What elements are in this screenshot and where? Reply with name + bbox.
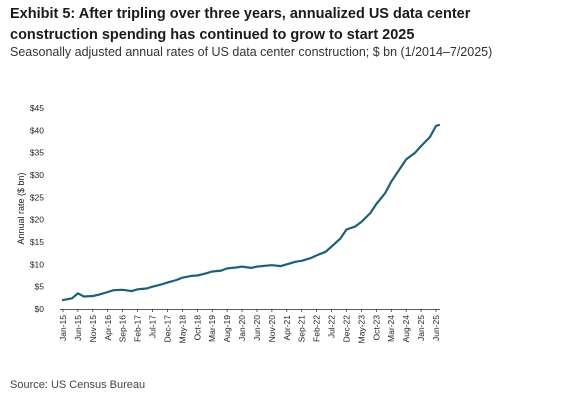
y-tick-label: $40 xyxy=(30,125,44,135)
x-tick-label: Jan-25 xyxy=(416,315,426,341)
x-tick-label: May-18 xyxy=(177,315,187,344)
y-tick-label: $35 xyxy=(30,148,44,158)
x-tick-label: Jun-20 xyxy=(252,315,262,341)
chart-subtitle: Seasonally adjusted annual rates of US d… xyxy=(10,45,493,59)
y-axis-label: Annual rate ($ bn) xyxy=(16,172,26,244)
y-tick-label: $0 xyxy=(35,304,45,314)
x-tick-label: Jun-25 xyxy=(431,315,441,341)
x-tick-label: Jul-22 xyxy=(327,315,337,338)
x-tick-label: Dec-22 xyxy=(341,315,351,343)
x-tick-label: Dec-17 xyxy=(162,315,172,343)
x-tick-label: Apr-21 xyxy=(282,315,292,341)
chart-title: Exhibit 5: After tripling over three yea… xyxy=(10,6,471,43)
x-tick-label: Mar-24 xyxy=(386,315,396,342)
x-tick-label: Oct-23 xyxy=(371,315,381,341)
x-tick-label: Sep-16 xyxy=(118,315,128,343)
y-tick-label: $25 xyxy=(30,192,44,202)
x-tick-label: Aug-19 xyxy=(222,315,232,343)
x-tick-label: May-23 xyxy=(356,315,366,344)
x-tick-label: Nov-15 xyxy=(88,315,98,343)
x-tick-label: Feb-22 xyxy=(312,315,322,342)
y-tick-label: $15 xyxy=(30,237,44,247)
x-tick-label: Oct-18 xyxy=(192,315,202,341)
y-tick-label: $5 xyxy=(35,282,45,292)
series-line xyxy=(61,123,441,302)
y-tick-label: $10 xyxy=(30,259,44,269)
x-tick-label: Mar-19 xyxy=(207,315,217,342)
source-note: Source: US Census Bureau xyxy=(10,379,146,391)
x-tick-label: Nov-20 xyxy=(267,315,277,343)
x-tick-label: Aug-24 xyxy=(401,315,411,343)
x-tick-label: Apr-16 xyxy=(103,315,113,341)
y-tick-label: $45 xyxy=(30,103,44,113)
x-tick-label: Sep-21 xyxy=(297,315,307,343)
y-tick-label: $20 xyxy=(30,215,44,225)
x-tick-label: Jan-15 xyxy=(58,315,68,341)
x-tick-label: Jun-15 xyxy=(73,315,83,341)
x-tick-label: Feb-17 xyxy=(133,315,143,342)
x-tick-label: Jan-20 xyxy=(237,315,247,341)
y-tick-label: $30 xyxy=(30,170,44,180)
x-tick-label: Jul-17 xyxy=(148,315,158,338)
